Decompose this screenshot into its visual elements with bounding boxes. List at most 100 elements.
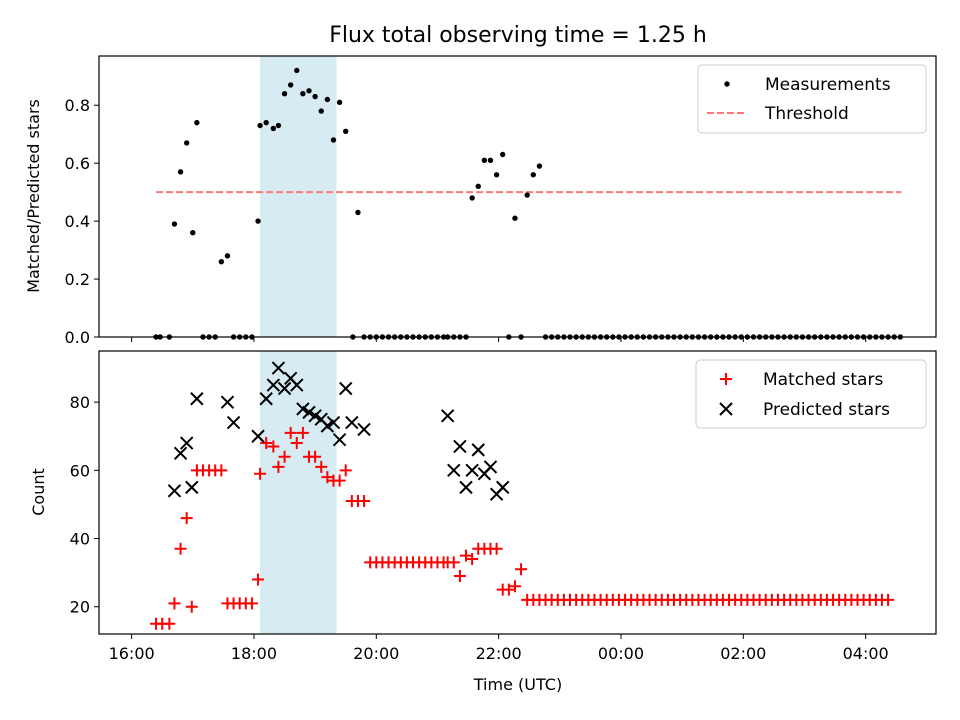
measurement-point <box>263 119 269 126</box>
bottom-y-tick-label: 80 <box>70 393 90 412</box>
bottom-x-ticks: 16:00 18:00 20:00 22:00 00:00 02:00 04:00 <box>109 634 889 663</box>
measurement-point <box>257 122 263 129</box>
x-tick-label: 16:00 <box>109 644 155 663</box>
matched-star-point <box>185 600 198 613</box>
measurement-point <box>171 221 178 227</box>
matched-star-point <box>447 556 460 569</box>
bottom-y-tick-label: 40 <box>70 530 90 549</box>
bottom-axes-frame <box>98 350 937 635</box>
matched-star-point <box>296 426 309 439</box>
predicted-star-point <box>302 405 316 420</box>
top-y-tick-label: 0.6 <box>65 154 90 173</box>
predicted-star-point <box>339 381 353 396</box>
measurement-point <box>275 122 282 129</box>
matched-star-point <box>502 583 515 596</box>
matched-star-point <box>339 464 352 477</box>
legend-predicted-marker <box>719 402 733 416</box>
predicted-star-point <box>226 415 241 430</box>
matched-star-point <box>315 460 328 473</box>
measurement-point <box>312 93 318 100</box>
predicted-star-point <box>308 409 322 423</box>
legend-matched-marker <box>720 373 732 385</box>
measurement-point <box>224 253 231 259</box>
top-x-ticks <box>131 337 867 342</box>
measurement-point <box>487 157 494 163</box>
measurement-point <box>493 172 500 178</box>
measurement-point <box>524 192 530 198</box>
predicted-star-point <box>453 439 467 454</box>
matched-star-point <box>333 474 346 487</box>
measurement-point <box>475 183 481 190</box>
predicted-star-point <box>266 378 281 392</box>
measurement-point <box>336 99 343 106</box>
chart-title: Flux total observing time = 1.25 h <box>329 23 707 48</box>
matched-star-point <box>272 460 285 473</box>
x-tick-label: 22:00 <box>476 644 522 663</box>
matched-star-point <box>508 580 521 593</box>
legend-threshold-label: Threshold <box>764 104 849 124</box>
top-y-tick-label: 0.0 <box>65 328 90 347</box>
bottom-legend-box <box>695 359 927 429</box>
predicted-star-point <box>465 463 479 478</box>
measurement-point <box>469 195 475 201</box>
predicted-star-point <box>173 446 188 460</box>
matched-star-point <box>882 593 895 606</box>
top-legend: Measurements Threshold <box>697 64 927 134</box>
measurement-point <box>306 88 312 94</box>
measurement-point <box>324 96 331 103</box>
measurement-point <box>287 82 294 88</box>
matched-star-point <box>245 597 258 610</box>
legend-matched-label: Matched stars <box>763 370 883 390</box>
measurement-point <box>343 128 349 135</box>
matched-star-point <box>284 426 297 439</box>
predicted-star-point <box>471 443 485 457</box>
predicted-star-point <box>296 402 310 416</box>
measurement-point <box>536 163 543 169</box>
predicted-star-point <box>483 460 498 474</box>
predicted-star-point <box>447 463 461 478</box>
legend-predicted-label: Predicted stars <box>763 400 890 420</box>
predicted-star-point <box>277 381 292 396</box>
legend-measurements-marker <box>724 81 730 87</box>
top-highlight-window <box>260 56 337 337</box>
x-tick-label: 02:00 <box>720 644 766 663</box>
top-y-ticks: 0.0 0.2 0.4 0.6 0.8 <box>65 96 99 347</box>
predicted-star-point <box>220 395 235 409</box>
measurement-point <box>183 140 190 146</box>
matched-star-point <box>321 471 334 484</box>
matched-star-point <box>490 542 503 555</box>
matched-star-point <box>174 542 187 555</box>
legend-measurements-label: Measurements <box>765 75 891 95</box>
top-y-tick-label: 0.2 <box>65 270 90 289</box>
top-axes-frame <box>98 55 937 338</box>
bottom-y-tick-label: 20 <box>70 598 90 617</box>
predicted-star-point <box>179 436 194 450</box>
predicted-star-point <box>320 419 335 433</box>
top-y-tick-label: 0.8 <box>65 96 90 115</box>
measurement-point <box>255 218 261 224</box>
measurement-point <box>500 151 506 158</box>
matched-stars-points <box>150 426 895 630</box>
measurement-point <box>355 209 361 216</box>
measurement-point <box>481 157 488 163</box>
x-tick-label: 18:00 <box>231 644 277 663</box>
matched-star-point <box>180 512 193 525</box>
predicted-star-point <box>259 392 273 406</box>
predicted-star-point <box>190 392 204 406</box>
matched-star-point <box>168 597 181 610</box>
matched-star-point <box>460 549 473 562</box>
measurement-point <box>281 90 288 97</box>
measurement-point <box>270 125 277 132</box>
matched-star-point <box>290 437 303 450</box>
measurement-point <box>190 230 196 236</box>
measurement-point <box>512 215 518 221</box>
predicted-star-point <box>326 415 341 430</box>
predicted-star-point <box>185 480 199 495</box>
predicted-star-point <box>440 409 455 423</box>
matched-star-point <box>309 450 322 463</box>
predicted-star-point <box>167 484 182 498</box>
predicted-star-point <box>345 415 359 430</box>
measurement-point <box>218 258 225 265</box>
predicted-star-point <box>271 361 286 375</box>
matched-star-point <box>163 617 176 630</box>
